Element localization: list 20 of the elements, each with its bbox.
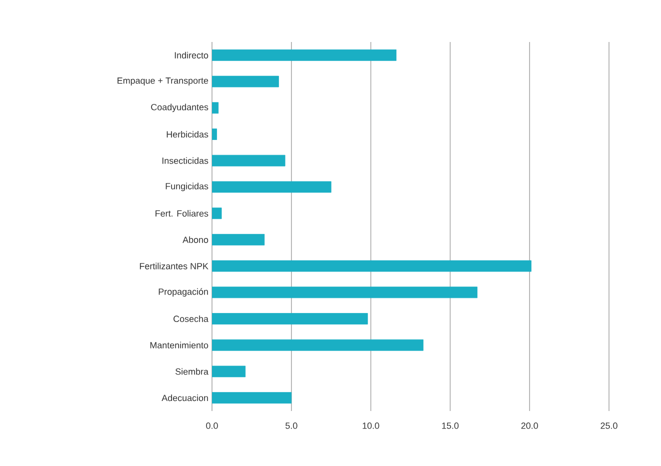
x-tick-label: 10.0 — [362, 422, 380, 429]
y-tick-label: Herbicidas — [166, 130, 208, 138]
y-tick-label: Empaque + Transporte — [118, 78, 208, 86]
y-tick-label: Indirecto — [174, 52, 208, 58]
y-tick-label: Propagación — [158, 288, 208, 297]
y-tick-label: Mantenimiento — [150, 342, 208, 348]
x-tick-label: 15.0 — [442, 422, 459, 429]
y-tick-label: Cosecha — [174, 315, 208, 322]
y-tick-label: Coadyudantes — [151, 104, 208, 112]
x-tick-label: 0.0 — [206, 422, 218, 429]
x-tick-label: 5.0 — [286, 422, 298, 429]
y-tick-label: Siembra — [176, 368, 208, 375]
y-tick-label: Fungicidas — [166, 182, 208, 192]
y-tick-label: Adecuacion — [162, 394, 208, 402]
y-tick-label: Fertilizantes NPK — [140, 262, 208, 270]
y-tick-label: Fert. Foliares — [156, 210, 208, 217]
x-tick-label: 25.0 — [600, 422, 618, 429]
x-tick-label: 20.0 — [521, 422, 538, 429]
y-tick-label: Insecticidas — [162, 157, 208, 164]
y-tick-label: Abono — [182, 236, 208, 243]
